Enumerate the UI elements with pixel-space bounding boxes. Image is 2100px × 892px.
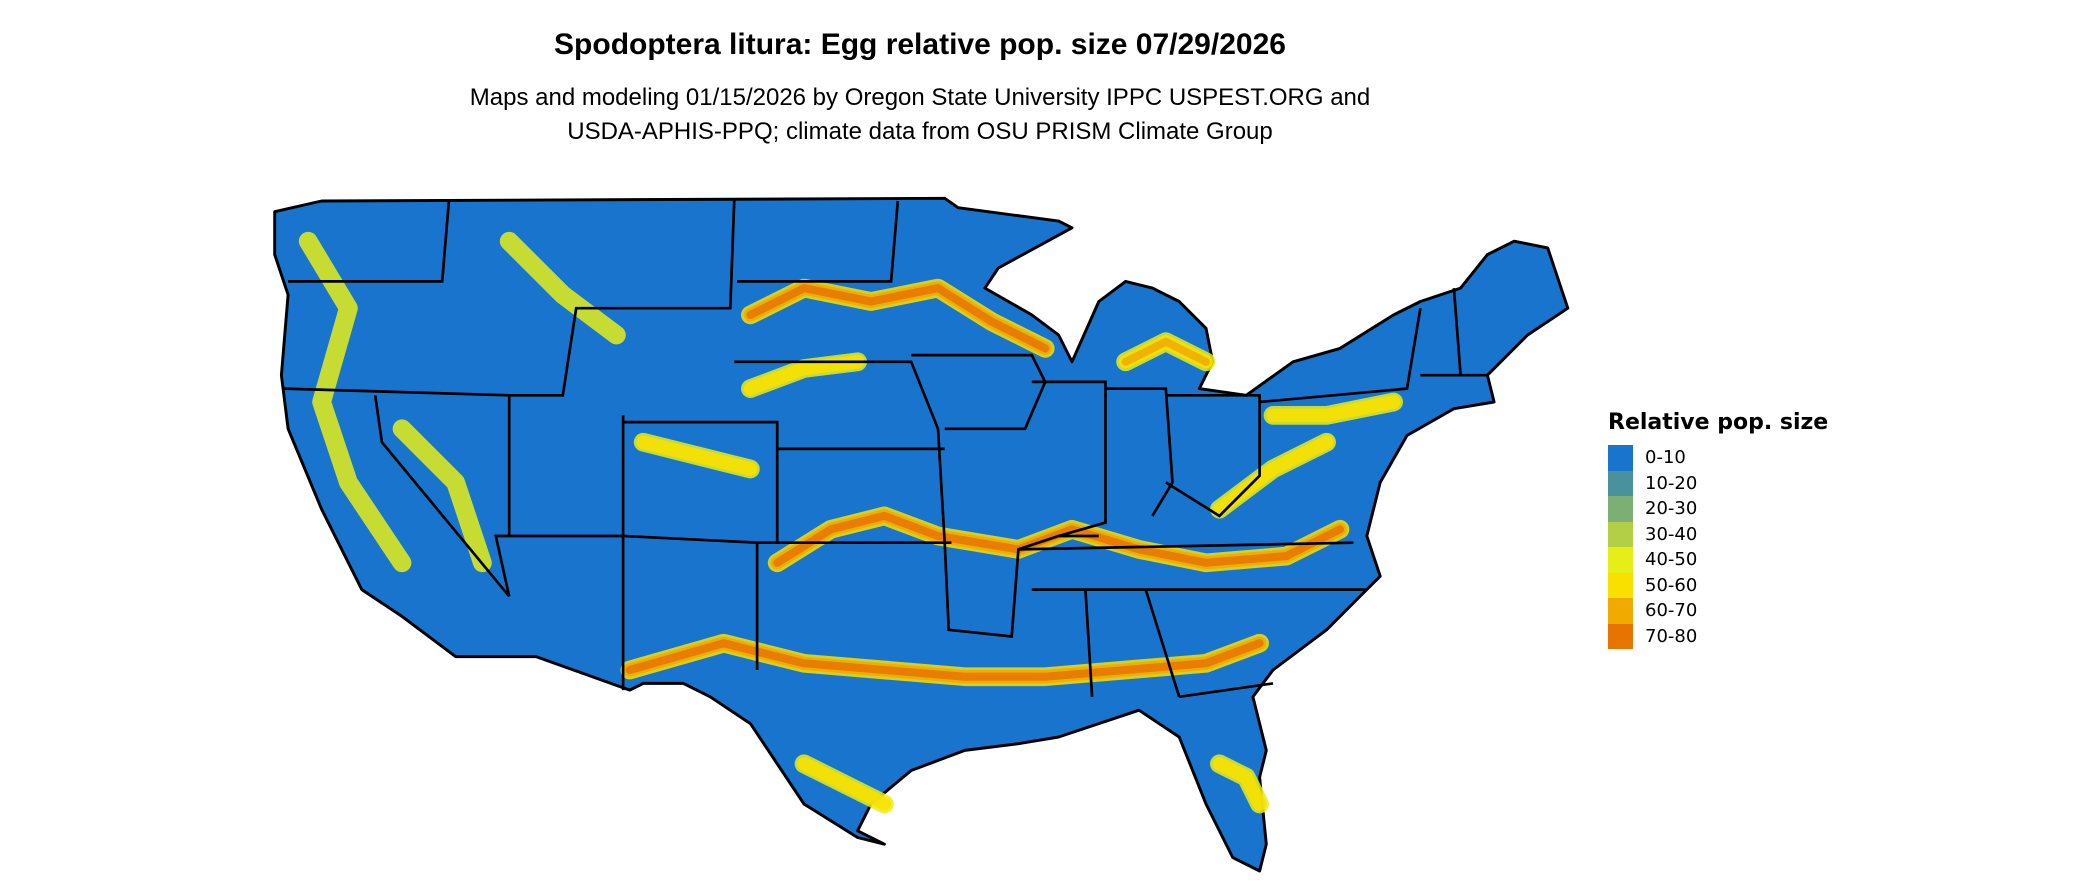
legend-item: 70-80 — [1608, 623, 1828, 649]
population-band — [392, 419, 492, 573]
legend-swatch — [1608, 623, 1633, 649]
legend-item: 30-40 — [1608, 521, 1828, 547]
legend-label: 0-10 — [1645, 447, 1686, 469]
legend-label: 40-50 — [1645, 549, 1698, 571]
legend-swatch — [1608, 572, 1633, 598]
map-subtitle-line2: USDA-APHIS-PPQ; climate data from OSU PR… — [567, 118, 1273, 145]
legend-label: 20-30 — [1645, 498, 1698, 520]
legend-label: 50-60 — [1645, 574, 1698, 596]
legend-item: 60-70 — [1608, 598, 1828, 624]
population-band — [1212, 435, 1334, 516]
legend-swatch — [1608, 496, 1633, 522]
legend-swatch — [1608, 598, 1633, 624]
population-band — [746, 284, 1050, 353]
legend-label: 70-80 — [1645, 625, 1698, 647]
legend-swatch — [1608, 470, 1633, 496]
legend-item: 20-30 — [1608, 496, 1828, 522]
population-band — [625, 639, 1264, 681]
legend-item: 0-10 — [1608, 445, 1828, 471]
population-band — [1121, 337, 1211, 366]
map-title: Spodoptera litura: Egg relative pop. siz… — [554, 28, 1286, 61]
legend-title: Relative pop. size — [1608, 410, 1829, 435]
state-borders — [284, 198, 1488, 699]
population-band — [1212, 757, 1267, 811]
legend-swatch — [1608, 445, 1633, 471]
legend-label: 30-40 — [1645, 523, 1698, 545]
population-band — [499, 231, 626, 345]
legend-item: 10-20 — [1608, 470, 1828, 496]
legend-label: 10-20 — [1645, 472, 1698, 494]
legend-swatch — [1608, 521, 1633, 547]
legend-swatch — [1608, 547, 1633, 573]
legend: Relative pop. size 0-10 10-20 20-30 30-40 40… — [1608, 410, 1828, 649]
population-band — [1266, 395, 1401, 423]
population-band — [298, 231, 412, 573]
population-band — [797, 757, 892, 811]
population-band — [743, 355, 865, 396]
population-band — [636, 435, 758, 476]
legend-item: 40-50 — [1608, 547, 1828, 573]
legend-item: 50-60 — [1608, 572, 1828, 598]
legend-label: 60-70 — [1645, 600, 1698, 622]
map-subtitle-line1: Maps and modeling 01/15/2026 by Oregon S… — [469, 84, 1371, 111]
